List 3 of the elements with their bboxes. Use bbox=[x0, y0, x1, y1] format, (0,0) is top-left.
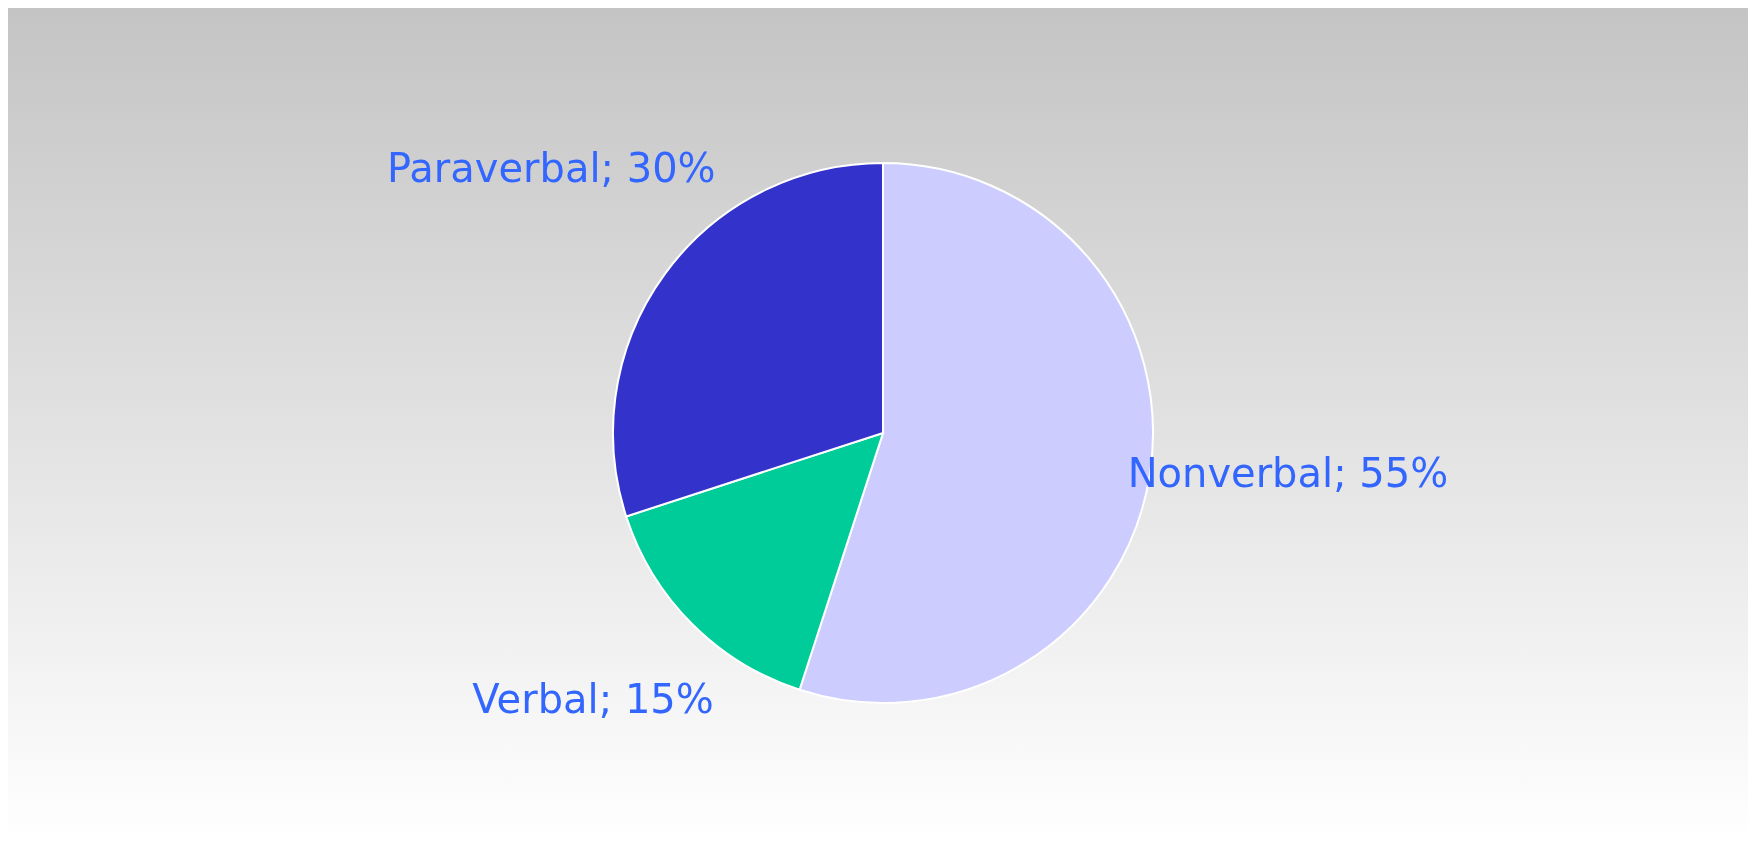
slice-label: Nonverbal; 55% bbox=[1127, 450, 1449, 497]
slice-label: Verbal; 15% bbox=[472, 675, 714, 722]
slice-label: Paraverbal; 30% bbox=[386, 145, 716, 192]
